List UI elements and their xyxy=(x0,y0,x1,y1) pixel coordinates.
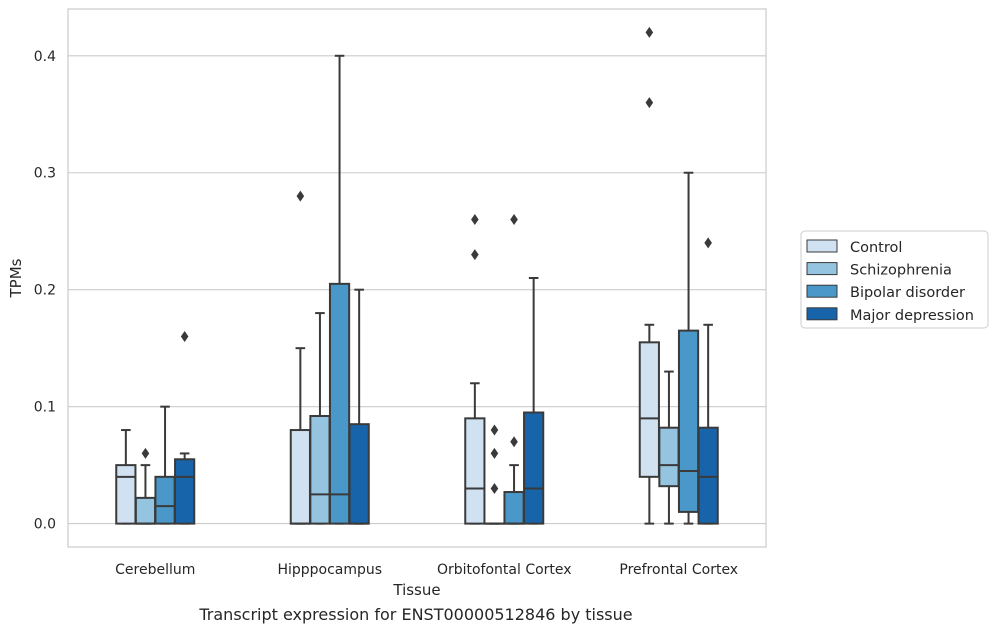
x-tick-label: Hipppocampus xyxy=(277,562,382,578)
legend-label: Control xyxy=(850,240,902,256)
box-control xyxy=(638,26,660,525)
box-body xyxy=(328,282,351,525)
box-control xyxy=(115,429,137,525)
box-body xyxy=(309,415,331,525)
box-bipolar-disorder xyxy=(328,54,351,525)
outlier-point xyxy=(471,214,479,226)
outlier-point xyxy=(471,249,479,261)
outlier-point xyxy=(180,330,189,342)
legend-label: Major depression xyxy=(850,308,974,324)
box-body xyxy=(503,491,525,525)
y-tick-label: 0.0 xyxy=(34,517,56,533)
x-axis-ticks: Cerebellum Hipppocampus Orbitofontal Corte… xyxy=(115,562,738,578)
box-body xyxy=(154,475,176,525)
outlier-point xyxy=(510,436,518,448)
legend-swatch xyxy=(806,262,838,276)
box-body xyxy=(638,341,660,478)
box-bipolar-disorder xyxy=(677,171,700,525)
box-schizophrenia xyxy=(658,370,680,525)
outlier-point xyxy=(645,97,654,109)
y-tick-label: 0.3 xyxy=(34,166,56,182)
box-body xyxy=(289,429,311,525)
box-major-depression xyxy=(348,288,370,525)
y-tick-label: 0.1 xyxy=(34,400,56,416)
legend: Control Schizophrenia Bipolar disorder Majo… xyxy=(800,230,989,329)
box-control xyxy=(464,214,486,525)
box-body xyxy=(348,423,370,525)
box-major-depression xyxy=(697,237,719,525)
outlier-point xyxy=(141,447,150,459)
box-body xyxy=(464,417,486,525)
x-axis-label: Tissue xyxy=(392,581,440,599)
box-bipolar-disorder xyxy=(154,405,176,525)
legend-swatch xyxy=(806,239,838,253)
outlier-point xyxy=(296,190,305,202)
box-body xyxy=(697,426,719,525)
y-tick-label: 0.2 xyxy=(34,283,56,299)
outlier-point xyxy=(645,26,654,38)
box-major-depression xyxy=(523,277,545,525)
box-schizophrenia xyxy=(309,312,331,525)
x-tick-label: Orbitofontal Cortex xyxy=(437,562,572,578)
y-tick-label: 0.4 xyxy=(34,49,56,65)
box-body xyxy=(134,496,157,525)
box-bipolar-disorder xyxy=(503,214,525,525)
y-axis-label: TPMs xyxy=(7,258,25,298)
outlier-point xyxy=(490,424,499,436)
legend-swatch xyxy=(806,307,838,321)
plot-frame xyxy=(67,8,767,548)
box-control xyxy=(289,190,311,525)
legend-label: Schizophrenia xyxy=(850,263,952,279)
box-body xyxy=(523,411,545,525)
box-body xyxy=(174,458,196,525)
box-schizophrenia xyxy=(483,424,506,525)
legend-label: Bipolar disorder xyxy=(850,285,965,301)
box-body xyxy=(677,329,700,513)
box-body xyxy=(115,464,137,525)
outlier-point xyxy=(704,237,712,249)
x-tick-label: Prefrontal Cortex xyxy=(619,562,738,578)
box-major-depression xyxy=(174,330,196,525)
x-tick-label: Cerebellum xyxy=(115,562,195,578)
figure-caption: Transcript expression for ENST0000051284… xyxy=(199,605,633,624)
box-schizophrenia xyxy=(134,447,157,525)
box-series xyxy=(115,26,719,525)
box-body xyxy=(658,426,680,488)
outlier-point xyxy=(490,483,499,495)
outlier-point xyxy=(490,447,499,459)
legend-swatch xyxy=(806,284,838,298)
y-axis-ticks: 0.0 0.1 0.2 0.3 0.4 xyxy=(34,49,56,533)
legend-frame xyxy=(800,230,989,329)
outlier-point xyxy=(510,214,518,226)
